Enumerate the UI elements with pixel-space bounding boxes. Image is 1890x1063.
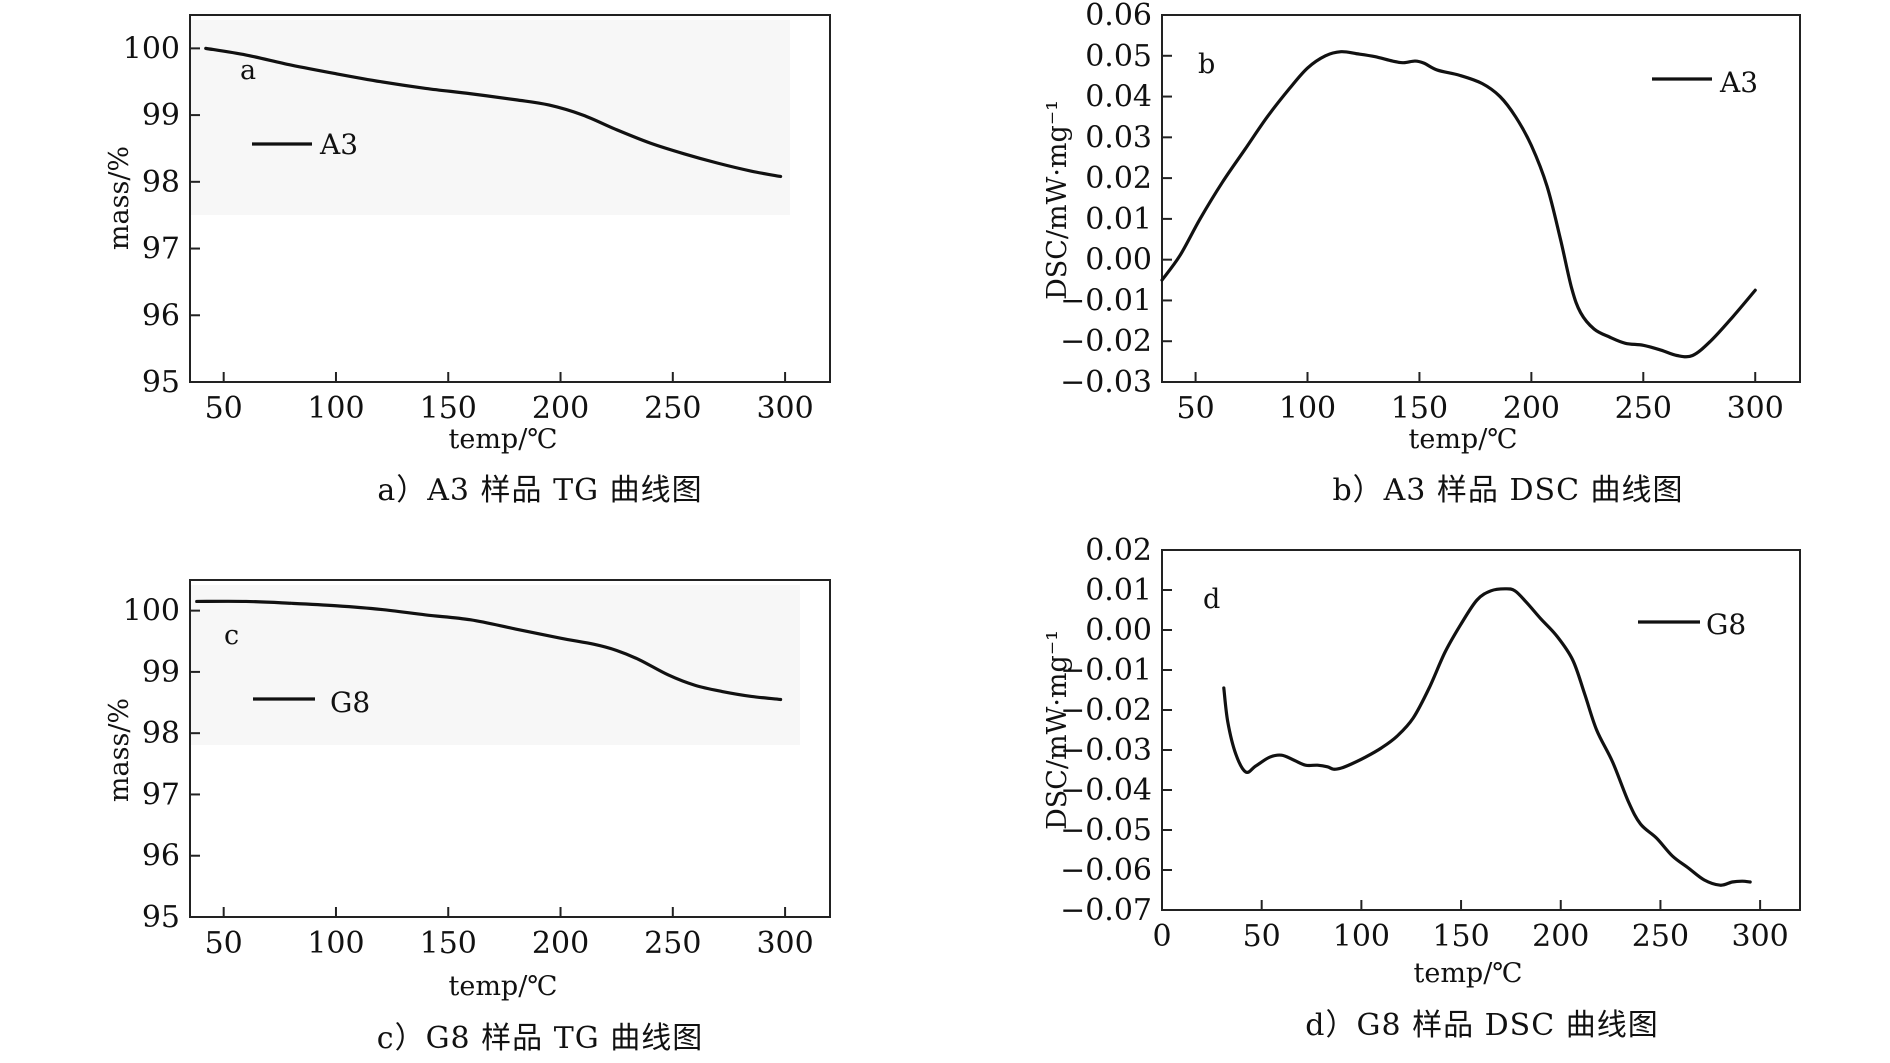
x-tick-label: 200 [532, 926, 589, 961]
y-tick-label: 95 [142, 365, 180, 400]
panel-a-legend-label: A3 [319, 128, 358, 161]
y-tick-label: 0.05 [1085, 39, 1152, 74]
y-tick-label: 0.02 [1085, 161, 1152, 196]
panel-d-y-axis-label: DSC/mW·mg⁻¹ [1042, 630, 1073, 830]
x-tick-label: 50 [1243, 919, 1281, 954]
x-tick-label: 50 [205, 926, 243, 961]
panel-d-tag: d [1203, 584, 1220, 615]
x-tick-label: 200 [1503, 391, 1560, 426]
panel-c: 50 100 150 200 250 300 95 96 97 98 99 100 c G8 mass… [104, 579, 831, 1056]
y-tick-label: 0.01 [1085, 202, 1152, 237]
x-tick-label: 250 [1615, 391, 1672, 426]
panel-a-tag: a [240, 55, 256, 86]
y-tick-label: −0.03 [1060, 365, 1152, 400]
y-tick-label: −0.02 [1060, 693, 1152, 728]
y-tick-label: 98 [142, 165, 180, 200]
panel-c-tag: c [224, 620, 239, 651]
y-tick-label: 0.01 [1085, 573, 1152, 608]
panel-c-caption: c）G8 样品 TG 曲线图 [377, 1021, 703, 1056]
x-tick-label: 250 [644, 926, 701, 961]
x-tick-label: 50 [1176, 391, 1214, 426]
panel-b-caption: b）A3 样品 DSC 曲线图 [1332, 473, 1683, 508]
panel-a-plot-tint [190, 20, 790, 215]
y-tick-label: 99 [142, 655, 180, 690]
x-tick-label: 300 [756, 926, 813, 961]
panel-a-ticks: 50 100 150 200 250 300 95 96 97 98 99 100 [123, 31, 814, 426]
x-tick-label: 150 [1391, 391, 1448, 426]
panel-a-x-axis-label: temp/℃ [448, 424, 557, 455]
panel-d-ticks: 0 50 100 150 200 250 300 −0.07 −0.06 −0.05 −0.04 −0… [1060, 533, 1789, 954]
panel-a-caption: a）A3 样品 TG 曲线图 [377, 473, 702, 508]
y-tick-label: 0.06 [1085, 0, 1152, 33]
x-tick-label: 250 [644, 391, 701, 426]
panel-c-plot-frame [189, 579, 831, 918]
x-tick-label: 300 [756, 391, 813, 426]
x-tick-label: 50 [205, 391, 243, 426]
x-tick-label: 100 [1279, 391, 1336, 426]
x-tick-label: 150 [1432, 919, 1489, 954]
x-tick-label: 200 [532, 391, 589, 426]
y-tick-label: 99 [142, 98, 180, 133]
panel-b-tag: b [1198, 49, 1215, 80]
x-tick-label: 100 [307, 926, 364, 961]
x-tick-label: 300 [1727, 391, 1784, 426]
y-tick-label: −0.05 [1060, 813, 1152, 848]
panel-d: 0 50 100 150 200 250 300 −0.07 −0.06 −0.05 −0.04 −0… [1042, 533, 1801, 1043]
y-tick-label: 96 [142, 298, 180, 333]
panel-b-series-a3-line [1160, 50, 1757, 359]
x-tick-label: 100 [307, 391, 364, 426]
panel-c-y-axis-label: mass/% [104, 698, 135, 802]
x-tick-label: 250 [1632, 919, 1689, 954]
x-tick-label: 100 [1333, 919, 1390, 954]
y-tick-label: 100 [123, 594, 180, 629]
panel-c-legend-label: G8 [330, 686, 370, 719]
panel-a-series-a3-line [204, 46, 783, 179]
y-tick-label: 0.03 [1085, 120, 1152, 155]
y-tick-label: 97 [142, 777, 180, 812]
panel-b-y-axis-label: DSC/mW·mg⁻¹ [1042, 100, 1073, 300]
panel-c-ticks: 50 100 150 200 250 300 95 96 97 98 99 100 [123, 594, 814, 961]
panel-c-series-g8-line [195, 599, 783, 702]
y-tick-label: 100 [123, 31, 180, 66]
panel-d-plot-frame [1161, 549, 1801, 911]
panel-a: 50 100 150 200 250 300 95 96 97 98 99 100 a A3 mass… [104, 14, 831, 508]
panel-a-y-axis-label: mass/% [104, 146, 135, 250]
panel-c-x-axis-label: temp/℃ [448, 971, 557, 1002]
x-tick-label: 300 [1731, 919, 1788, 954]
y-tick-label: 0.02 [1085, 533, 1152, 568]
panel-d-legend-label: G8 [1706, 608, 1746, 641]
x-tick-label: 0 [1152, 919, 1171, 954]
y-tick-label: −0.02 [1060, 324, 1152, 359]
panel-b-plot-frame [1161, 14, 1801, 383]
y-tick-label: 97 [142, 232, 180, 267]
panel-d-caption: d）G8 样品 DSC 曲线图 [1305, 1008, 1658, 1043]
y-tick-label: 0.00 [1085, 613, 1152, 648]
panel-d-x-axis-label: temp/℃ [1413, 958, 1522, 989]
x-tick-label: 150 [420, 926, 477, 961]
y-tick-label: −0.07 [1060, 893, 1152, 928]
y-tick-label: 98 [142, 716, 180, 751]
y-tick-label: 96 [142, 839, 180, 874]
x-tick-label: 150 [420, 391, 477, 426]
y-tick-label: −0.01 [1060, 653, 1152, 688]
panel-a-plot-frame [189, 14, 831, 383]
panel-b-ticks: 50 100 150 200 250 300 −0.03 −0.02 −0.01 0.00 0.01… [1060, 0, 1784, 426]
y-tick-label: −0.04 [1060, 773, 1152, 808]
y-tick-label: −0.06 [1060, 853, 1152, 888]
panel-c-plot-tint [190, 585, 800, 745]
x-tick-label: 200 [1532, 919, 1589, 954]
y-tick-label: −0.01 [1060, 283, 1152, 318]
panel-b: 50 100 150 200 250 300 −0.03 −0.02 −0.01 0.00 0.01… [1042, 0, 1801, 508]
y-tick-label: 95 [142, 900, 180, 935]
panel-b-x-axis-label: temp/℃ [1408, 424, 1517, 455]
y-tick-label: −0.03 [1060, 733, 1152, 768]
y-tick-label: 0.00 [1085, 243, 1152, 278]
y-tick-label: 0.04 [1085, 80, 1152, 115]
panel-b-legend-label: A3 [1719, 66, 1758, 99]
panel-d-series-g8-line [1222, 587, 1752, 887]
